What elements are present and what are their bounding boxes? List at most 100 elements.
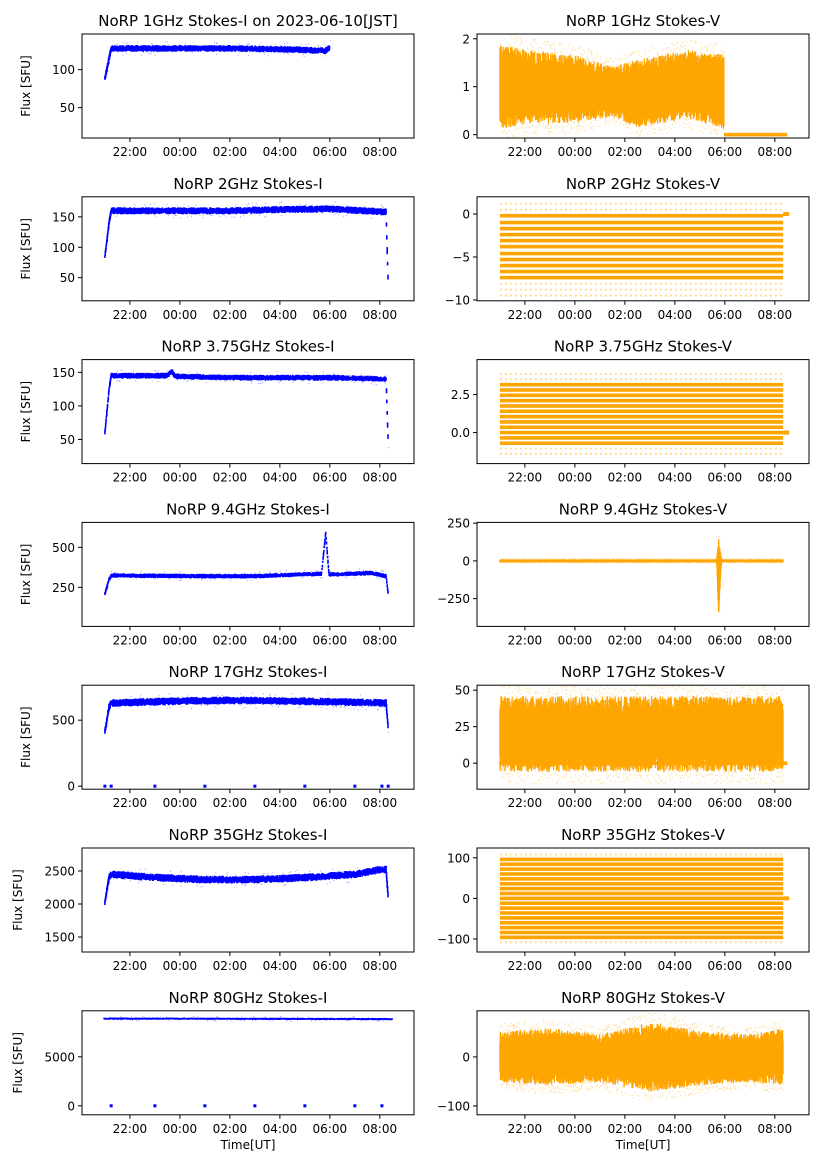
y-tick-label: 150	[52, 366, 75, 380]
panel-title: NoRP 17GHz Stokes-I	[169, 663, 328, 681]
y-tick-label: −100	[437, 933, 470, 947]
stokes-v-level	[499, 220, 784, 225]
x-tick-label: 00:00	[163, 471, 198, 485]
stokes-v-level	[499, 862, 784, 867]
x-tick-label: 04:00	[263, 633, 298, 647]
zero-dot	[103, 784, 107, 788]
panel-title: NoRP 35GHz Stokes-I	[169, 826, 328, 844]
zero-line	[724, 132, 788, 137]
stokes-v-level	[499, 409, 784, 414]
zero-dot	[303, 784, 307, 788]
x-tick-label: 22:00	[508, 1122, 543, 1136]
stokes-v-level	[499, 414, 784, 419]
y-tick-label: 0	[462, 207, 470, 221]
x-tick-label: 04:00	[658, 796, 693, 810]
y-tick-label: 500	[52, 714, 75, 728]
panel-11: NoRP 35GHz Stokes-V 22:00 00:00 02:00 04:00 0…	[437, 826, 810, 973]
x-tick-label: 22:00	[113, 959, 148, 973]
stokes-v-level	[499, 877, 784, 881]
panel-13: NoRP 80GHz Stokes-V 22:00 00:00 02:00 04:00 0…	[437, 989, 810, 1152]
x-tick-label: 22:00	[508, 308, 543, 322]
x-tick-label: 08:00	[758, 796, 793, 810]
x-tick-label: 00:00	[163, 308, 198, 322]
plot-area	[499, 536, 785, 613]
x-tick-label: 06:00	[313, 308, 348, 322]
y-tick-label: 250	[52, 581, 75, 595]
zero-dot	[380, 1104, 384, 1108]
stokes-v-level	[499, 275, 784, 280]
y-axis-label: Flux [SFU]	[19, 381, 33, 442]
flux-outliers	[105, 692, 390, 733]
plot-area	[104, 369, 390, 449]
axes-frame	[81, 684, 415, 790]
x-tick-label: 22:00	[113, 1122, 148, 1136]
stokes-v-series	[499, 1023, 784, 1092]
y-tick-label: 2500	[44, 864, 75, 878]
stokes-v-level	[499, 263, 784, 268]
y-axis-label: Flux [SFU]	[19, 218, 33, 279]
y-tick-label: −100	[437, 1099, 470, 1113]
y-tick-label: 50	[455, 684, 470, 698]
axes-frame	[81, 521, 415, 627]
axes-frame	[476, 684, 810, 790]
x-tick-label: 02:00	[608, 959, 643, 973]
plot-area	[104, 865, 389, 905]
y-tick-label: 0	[67, 1099, 75, 1113]
zero-dot	[253, 784, 257, 788]
stokes-v-level	[499, 382, 784, 387]
zero-dot	[253, 1104, 257, 1108]
zero-dot	[353, 784, 357, 788]
stokes-v-level	[499, 891, 784, 896]
x-tick-label: 00:00	[558, 633, 593, 647]
x-tick-label: 00:00	[558, 1122, 593, 1136]
zero-dot	[109, 784, 113, 788]
x-tick-label: 04:00	[658, 633, 693, 647]
stokes-v-level	[499, 404, 784, 408]
x-tick-label: 04:00	[658, 145, 693, 159]
stokes-v-level	[499, 867, 784, 871]
axes-frame	[81, 1010, 415, 1116]
flux-series	[104, 865, 389, 905]
x-tick-label: 08:00	[758, 471, 793, 485]
y-tick-label: −250	[437, 592, 470, 606]
y-tick-label: 0	[462, 1050, 470, 1064]
x-tick-label: 02:00	[608, 471, 643, 485]
panel-5: NoRP 3.75GHz Stokes-V 22:00 00:00 02:00 04:0…	[451, 338, 810, 485]
x-tick-label: 08:00	[758, 959, 793, 973]
y-tick-label: 2	[462, 32, 470, 46]
x-tick-label: 22:00	[508, 796, 543, 810]
x-tick-label: 22:00	[113, 471, 148, 485]
panel-title: NoRP 35GHz Stokes-V	[561, 826, 726, 844]
x-tick-label: 02:00	[213, 633, 248, 647]
axes-frame	[476, 33, 810, 139]
panel-title: NoRP 9.4GHz Stokes-I	[166, 500, 330, 518]
x-tick-label: 08:00	[363, 145, 398, 159]
flux-series	[104, 369, 389, 439]
y-tick-label: 150	[52, 210, 75, 224]
x-tick-label: 00:00	[558, 959, 593, 973]
x-axis-label: Time[UT]	[220, 1138, 276, 1152]
x-tick-label: 08:00	[363, 959, 398, 973]
x-tick-label: 00:00	[163, 633, 198, 647]
y-tick-label: 250	[447, 517, 470, 531]
y-tick-label: 100	[52, 241, 75, 255]
flux-series	[104, 531, 389, 596]
stokes-v-level	[499, 872, 784, 876]
stokes-v-level	[499, 916, 784, 920]
stokes-v-series	[499, 539, 784, 613]
x-tick-label: 06:00	[313, 471, 348, 485]
stokes-v-level	[499, 226, 784, 231]
x-tick-label: 06:00	[708, 145, 743, 159]
axes-frame	[81, 359, 415, 465]
y-tick-label: −5	[452, 250, 470, 264]
x-tick-label: 22:00	[113, 145, 148, 159]
flux-outliers	[105, 867, 378, 896]
panel-3: NoRP 2GHz Stokes-V 22:00 00:00 02:00 04:00 06…	[445, 175, 810, 322]
x-tick-label: 06:00	[708, 1122, 743, 1136]
stokes-v-level	[499, 896, 784, 901]
x-tick-label: 08:00	[363, 796, 398, 810]
x-tick-label: 08:00	[363, 633, 398, 647]
panel-10: NoRP 35GHz Stokes-I 22:00 00:00 02:00 04:00 0…	[11, 826, 415, 973]
axes-frame	[81, 847, 415, 953]
stokes-v-zero-tail	[783, 430, 790, 435]
